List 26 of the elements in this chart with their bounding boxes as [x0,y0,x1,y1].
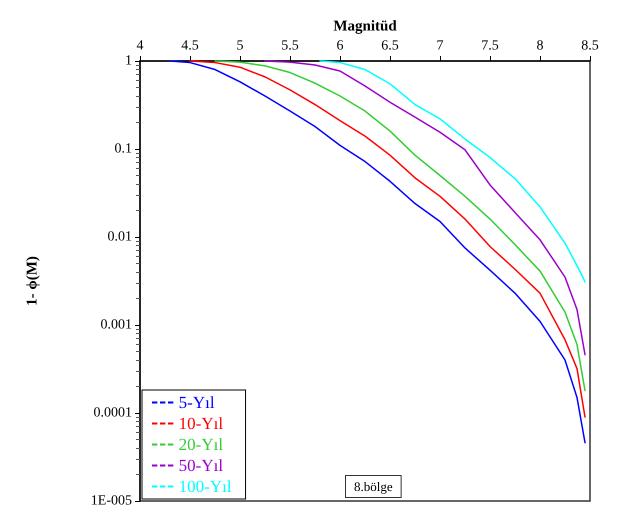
annotation: 8.bölge [354,479,393,494]
y-tick-label: 1E-005 [90,494,132,508]
legend-label: 100-Yıl [178,477,232,496]
x-tick-label: 4 [136,38,144,54]
y-tick-label: 0.01 [108,230,132,244]
legend-label: 10-Yıl [178,414,224,433]
legend-label: 5-Yıl [178,393,215,412]
y-tick-label: 0.0001 [94,406,132,420]
x-tick-label: 4.5 [181,38,199,54]
y-tick-label: 0.1 [114,142,132,156]
x-tick-label: 8.5 [581,38,599,54]
legend-label: 50-Yıl [178,456,224,475]
x-tick-label: 7.5 [481,38,499,54]
x-axis-title: Magnitüd [333,18,398,35]
x-tick-label: 6.5 [381,38,399,54]
legend-label: 20-Yıl [178,435,224,454]
line-series [319,60,586,283]
x-tick-label: 8 [536,38,544,54]
line-series [264,60,586,356]
y-axis-title: 1- ϕ(M) [24,256,40,306]
x-tick-label: 5.5 [281,38,299,54]
x-tick-label: 7 [436,38,444,54]
x-tick-label: 6 [336,38,344,54]
x-tick-label: 5 [236,38,244,54]
y-tick-label: 1 [125,54,132,68]
y-tick-label: 0.001 [100,318,132,332]
